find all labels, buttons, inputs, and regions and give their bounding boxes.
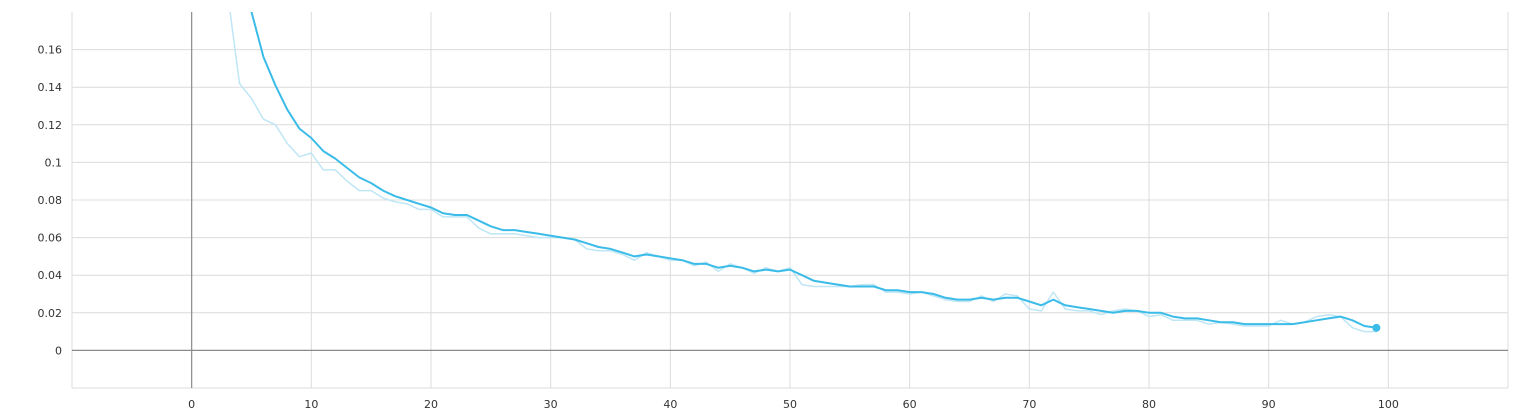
y-tick-label: 0.16 xyxy=(38,44,63,57)
series-line-smoothed[interactable] xyxy=(250,12,1378,329)
series-lines[interactable] xyxy=(228,0,1381,333)
y-tick-label: 0 xyxy=(55,344,62,357)
last-point-marker[interactable] xyxy=(1372,323,1381,332)
x-tick-label: 60 xyxy=(903,398,917,411)
y-tick-label: 0.12 xyxy=(38,119,63,132)
x-tick-label: 70 xyxy=(1022,398,1036,411)
x-tick-label: 20 xyxy=(424,398,438,411)
x-tick-label: 40 xyxy=(663,398,677,411)
y-tick-label: 0.14 xyxy=(38,81,63,94)
x-tick-label: 100 xyxy=(1378,398,1399,411)
y-tick-label: 0.08 xyxy=(38,194,63,207)
y-tick-label: 0.06 xyxy=(38,232,63,245)
y-tick-label: 0.1 xyxy=(45,156,63,169)
series-line-raw[interactable] xyxy=(228,0,1378,333)
grid-lines xyxy=(71,12,1509,389)
x-tick-label: 80 xyxy=(1142,398,1156,411)
x-tick-label: 0 xyxy=(188,398,195,411)
y-tick-label: 0.02 xyxy=(38,307,63,320)
x-tick-label: 10 xyxy=(304,398,318,411)
tick-labels: 0 10 20 30 40 50 60 70 80 90 100 0 0.02 0.04 0.06 0.08 0… xyxy=(38,44,1399,411)
x-tick-label: 30 xyxy=(544,398,558,411)
y-tick-label: 0.04 xyxy=(38,269,63,282)
axes xyxy=(72,12,1508,388)
x-tick-label: 50 xyxy=(783,398,797,411)
x-tick-label: 90 xyxy=(1262,398,1276,411)
